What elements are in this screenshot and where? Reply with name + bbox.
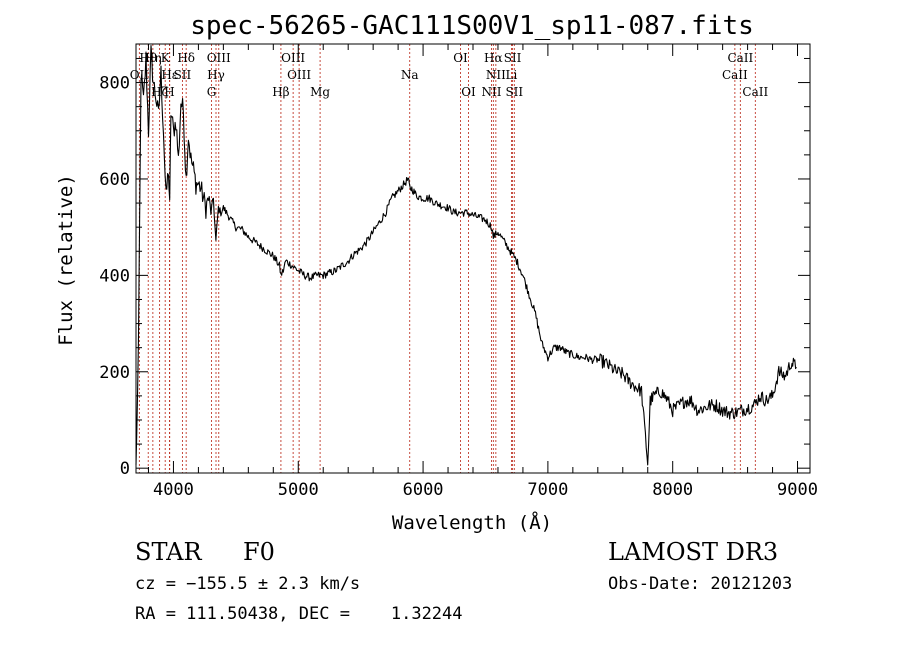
y-tick-label: 400 — [99, 266, 130, 286]
line-label: K — [161, 51, 171, 65]
line-label: NII — [486, 68, 506, 82]
line-label: SII — [505, 85, 523, 99]
y-tick-label: 600 — [99, 170, 130, 190]
coordinates-text: RA = 111.50438, DEC = 1.32244 — [135, 604, 463, 624]
obs-date-text: Obs-Date: 20121203 — [608, 574, 793, 594]
y-axis-label: Flux (relative) — [55, 174, 77, 346]
line-label: OI — [461, 85, 476, 99]
y-axis: 0 200 400 600 800 — [99, 57, 810, 479]
line-label: H — [164, 85, 174, 99]
line-label: OI — [453, 51, 468, 65]
object-subclass: F0 — [243, 538, 275, 566]
chart-title: spec-56265-GAC111S00V1_sp11-087.fits — [190, 11, 754, 41]
line-label: CaII — [727, 51, 753, 65]
x-axis-label: Wavelength (Å) — [392, 511, 552, 534]
x-tick-label: 4000 — [153, 480, 194, 500]
x-tick-label: 7000 — [527, 480, 568, 500]
line-label: SII — [174, 68, 192, 82]
line-label: G — [207, 85, 217, 99]
object-class: STAR — [135, 538, 202, 566]
line-label: Hα — [484, 51, 503, 65]
line-label: Hγ — [207, 68, 225, 82]
y-tick-label: 200 — [99, 363, 130, 383]
line-label: Hβ — [272, 85, 289, 99]
spectrum-line — [135, 45, 797, 466]
line-label: OIII — [287, 68, 311, 82]
line-label: Li — [506, 68, 518, 82]
x-tick-label: 8000 — [652, 480, 693, 500]
line-label: CaII — [742, 85, 768, 99]
line-label: Hη — [144, 51, 162, 65]
redshift-text: cz = −155.5 ± 2.3 km/s — [135, 574, 361, 594]
y-tick-label: 0 — [120, 459, 130, 479]
x-tick-label: 9000 — [777, 480, 818, 500]
line-label: Hδ — [177, 51, 195, 65]
line-label: OIII — [207, 51, 231, 65]
line-label: SII — [504, 51, 522, 65]
y-tick-label: 800 — [99, 74, 130, 94]
x-tick-label: 6000 — [403, 480, 444, 500]
x-axis: 4000 5000 6000 7000 8000 9000 — [147, 44, 818, 500]
line-label: OIII — [281, 51, 305, 65]
line-label: Hε — [161, 68, 178, 82]
line-label: NII — [481, 85, 501, 99]
x-tick-label: 5000 — [278, 480, 319, 500]
survey-name: LAMOST DR3 — [608, 538, 779, 566]
line-label: Hθ — [139, 51, 157, 65]
line-label: Na — [401, 68, 419, 82]
line-label: CaII — [722, 68, 748, 82]
spectral-line-markers — [138, 44, 756, 473]
line-label: Mg — [310, 85, 330, 99]
